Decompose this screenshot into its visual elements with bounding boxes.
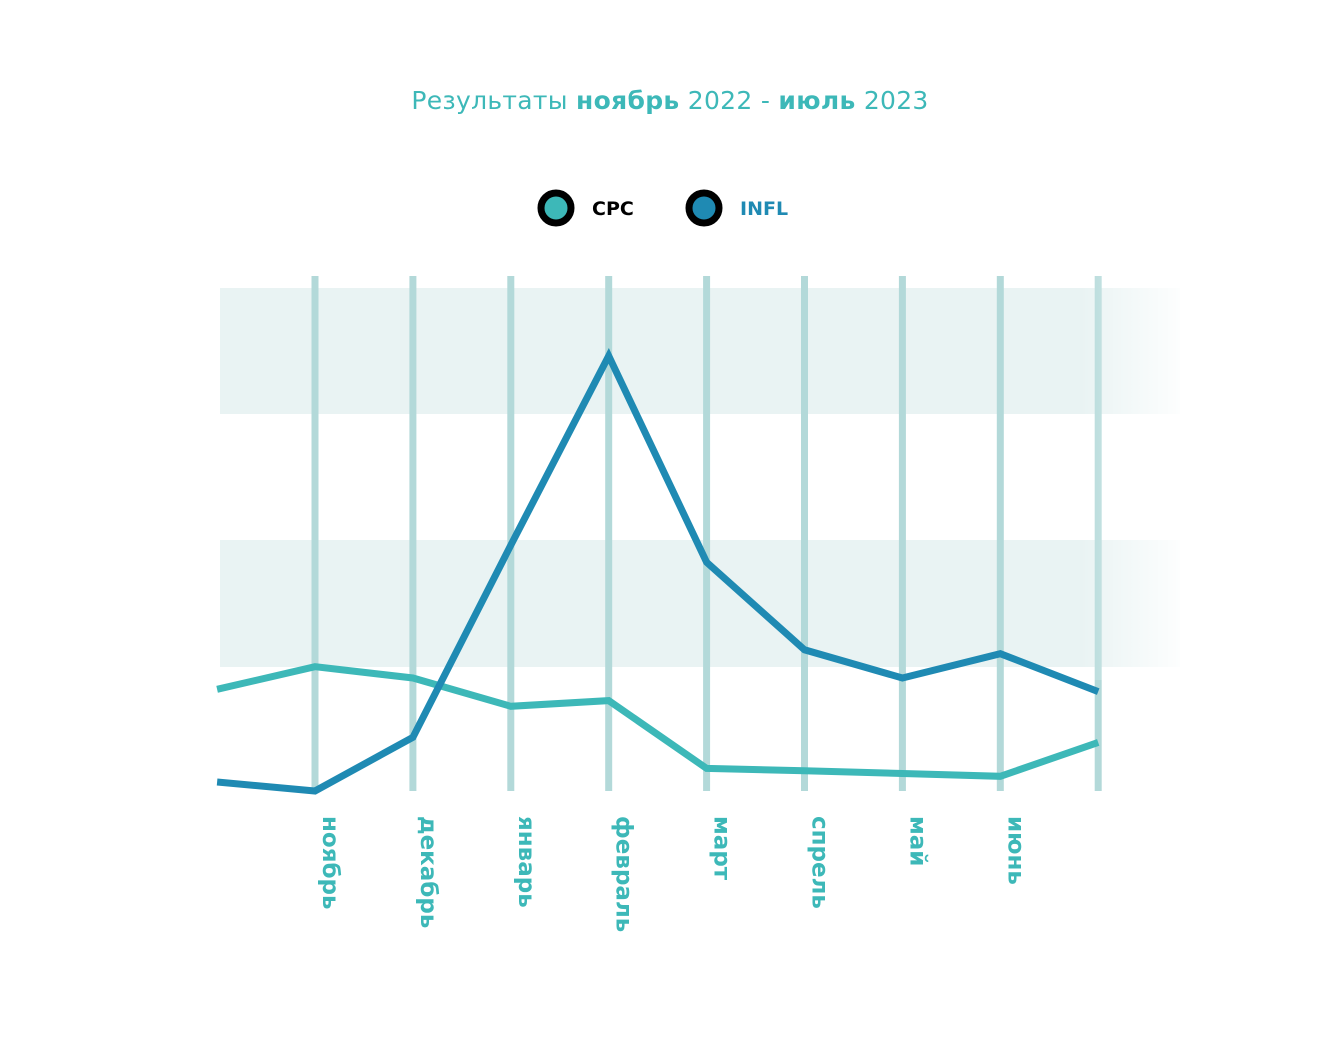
x-tick-label: май <box>904 816 930 866</box>
background-bands <box>220 288 1180 667</box>
x-tick-label: март <box>709 816 735 881</box>
title-prefix: Результаты <box>411 86 568 115</box>
legend-label-cpc: CPC <box>592 198 634 220</box>
series-line-cpc <box>216 663 1100 780</box>
x-tick-label: декабрь <box>415 816 441 928</box>
legend-marker-cpc <box>537 189 575 227</box>
x-tick-label: июнь <box>1002 816 1028 885</box>
legend-item-cpc: CPC <box>537 189 634 227</box>
chart-title: Результаты ноябрь 2022 - июль 2023 <box>0 86 1340 115</box>
title-end-year: 2023 <box>863 86 929 115</box>
x-tick-label: январь <box>513 816 539 908</box>
series-lines <box>216 348 1100 795</box>
band-upper <box>220 288 1180 414</box>
title-end-month: июль <box>778 86 856 115</box>
legend-item-infl: INFL <box>685 189 788 227</box>
title-separator: - <box>760 86 771 115</box>
x-tick-label: спрель <box>807 816 833 909</box>
title-start-year: 2022 <box>687 86 753 115</box>
series-line-infl <box>216 348 1100 795</box>
legend-label-infl: INFL <box>740 198 788 220</box>
x-tick-label: февраль <box>611 816 637 932</box>
title-start-month: ноябрь <box>576 86 680 115</box>
x-tick-label: ноябрь <box>317 816 343 910</box>
legend-marker-infl <box>685 189 723 227</box>
legend: CPC INFL <box>537 189 788 227</box>
x-axis-labels: ноябрь декабрь январь февраль март спрель май и… <box>317 816 1028 932</box>
band-lower <box>220 540 1180 667</box>
right-fade <box>1080 270 1190 680</box>
